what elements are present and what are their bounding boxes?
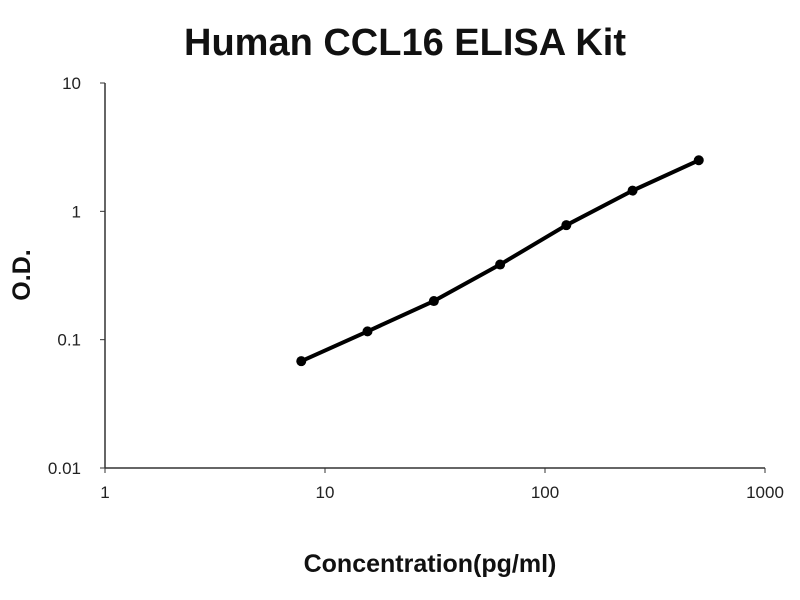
y-tick-label: 10 [62,74,81,93]
data-point [627,185,638,196]
x-tick-label: 1000 [746,483,784,502]
x-tick-label: 10 [316,483,335,502]
data-point [296,356,307,367]
y-tick-label: 0.01 [48,459,81,478]
y-tick-label: 1 [72,202,81,221]
chart-title: Human CCL16 ELISA Kit [184,22,626,64]
y-tick-label: 0.1 [57,331,81,350]
data-point [561,220,572,231]
x-tick-label: 100 [531,483,559,502]
y-axis-label: O.D. [8,249,36,300]
x-axis-label: Concentration(pg/ml) [304,550,557,578]
data-point [362,326,373,337]
data-point [495,259,506,270]
data-point [693,155,704,166]
x-tick-label: 1 [100,483,109,502]
data-point [428,296,439,307]
